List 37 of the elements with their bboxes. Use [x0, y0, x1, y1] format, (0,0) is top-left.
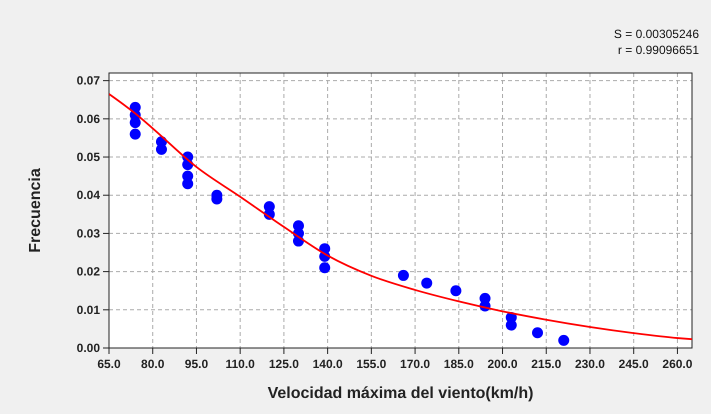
point	[421, 278, 432, 289]
x-tick-label: 80.0	[141, 357, 165, 371]
x-tick-label: 155.0	[356, 357, 387, 371]
x-tick-label: 245.0	[618, 357, 650, 371]
x-axis-title: Velocidad máxima del viento(km/h)	[268, 385, 534, 402]
x-tick-label: 140.0	[312, 357, 343, 371]
x-tick-label: 110.0	[225, 357, 256, 371]
x-tick-label: 125.0	[268, 357, 300, 371]
point	[398, 270, 409, 281]
point	[182, 178, 194, 190]
point	[450, 285, 462, 296]
x-tick-label: 170.0	[400, 357, 430, 371]
x-tick-label: 95.0	[184, 357, 208, 371]
x-tick-label: 65.0	[97, 357, 121, 371]
point	[558, 334, 570, 346]
x-tick-label: 200.0	[488, 357, 518, 371]
x-tick-label: 215.0	[531, 357, 562, 371]
point	[532, 327, 544, 338]
y-tick-label: 0.01	[76, 302, 100, 317]
y-tick-label: 0.05	[76, 150, 100, 164]
x-tick-label: 260.0	[662, 357, 693, 371]
y-tick-label: 0.03	[76, 226, 100, 240]
x-tick-label: 230.0	[574, 357, 606, 371]
line-series	[109, 93, 692, 340]
point	[130, 117, 141, 128]
point	[130, 128, 141, 140]
point	[319, 262, 330, 274]
point	[506, 320, 517, 331]
text: r = 0.99096651	[618, 43, 700, 57]
text: S = 0.00305246	[614, 27, 700, 41]
y-tick-label: 0.04	[76, 188, 100, 202]
x-tick-label: 185.0	[444, 357, 474, 371]
y-tick-label: 0.02	[76, 264, 100, 279]
y-axis-title: Frecuencia	[27, 168, 44, 253]
y-tick-label: 0.00	[76, 341, 100, 355]
y-tick-label: 0.06	[76, 112, 100, 126]
y-tick-label: 0.07	[76, 74, 100, 88]
